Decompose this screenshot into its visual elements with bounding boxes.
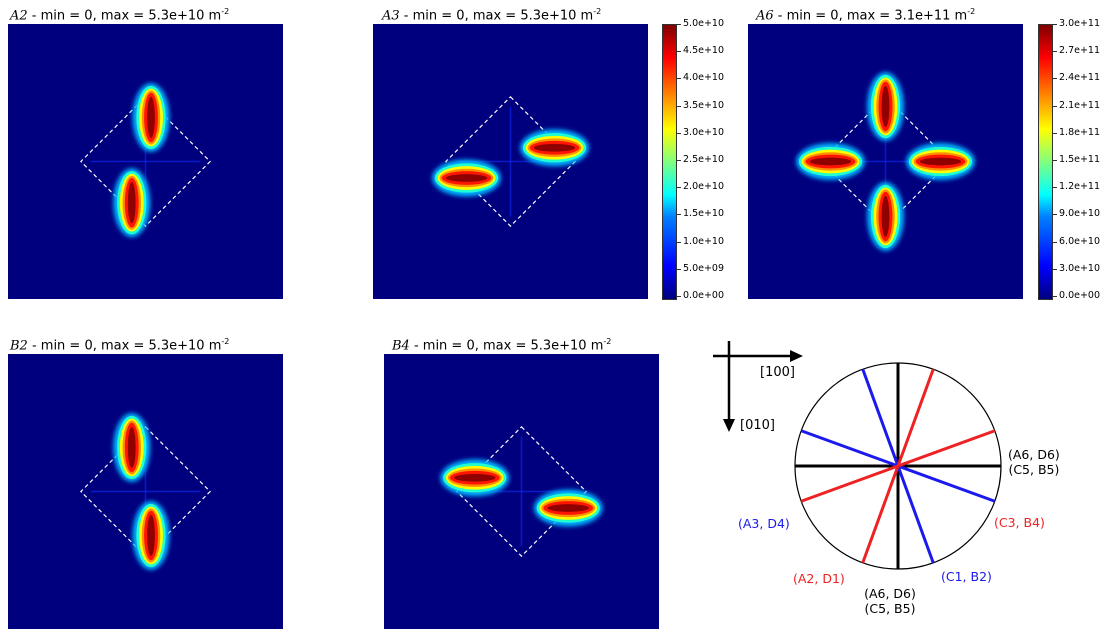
specimen-outline xyxy=(80,96,211,227)
heatmap-b2 xyxy=(8,354,283,629)
colorbar-tick-label: 2.1e+11 xyxy=(1052,99,1101,111)
heatmap-canvas xyxy=(80,83,211,238)
panel-title-text: - min = 0, max = 5.3e+10 m xyxy=(27,338,222,354)
hotspot xyxy=(132,83,170,152)
label-c3-b4: (C3, B4) xyxy=(994,515,1045,530)
colorbar-tick-label: 4.5e+10 xyxy=(676,45,725,57)
colorbar-tick-label: 6.0e+10 xyxy=(1052,235,1101,247)
colorbar-tick-label: 1.8e+11 xyxy=(1052,126,1101,138)
colorbar-a3: 5.0e+10 4.5e+10 4.0e+10 3.5e+10 3.0e+10 2.5e+… xyxy=(662,19,725,301)
hotspot xyxy=(867,182,904,251)
panel-label: A3 xyxy=(382,8,400,24)
hotspot xyxy=(796,143,865,180)
colorbar-tick-label: 3.0e+11 xyxy=(1052,18,1101,29)
colorbar-tick-label: 5.0e+09 xyxy=(676,262,725,274)
colorbar-tick-label: 2.7e+11 xyxy=(1052,45,1101,57)
colorbar-tick-label: 1.5e+11 xyxy=(1052,154,1101,165)
label-line: (C5, B5) xyxy=(864,601,916,616)
colorbar-tick-label: 9.0e+10 xyxy=(1052,208,1101,220)
heatmap-canvas xyxy=(796,72,975,251)
panel-title: B4 - min = 0, max = 5.3e+10 m-2 xyxy=(392,334,611,354)
y-axis-arrowhead xyxy=(723,419,735,432)
unit-exponent: -2 xyxy=(603,337,612,346)
label-line: (A6, D6) xyxy=(864,586,916,601)
colorbar-tick-label: 0.0e+00 xyxy=(676,290,725,301)
panel-title-text: - min = 0, max = 3.1e+11 m xyxy=(773,8,968,24)
colorbar-tick-label: 2.5e+10 xyxy=(676,154,725,165)
hotspot xyxy=(867,72,904,141)
heatmap-canvas xyxy=(432,96,589,227)
axis-label-x: [100] xyxy=(760,365,795,380)
panel-title-text: - min = 0, max = 5.3e+10 m xyxy=(399,8,594,24)
heatmap-a2 xyxy=(8,24,283,299)
label-bottom: (A6, D6) (C5, B5) xyxy=(845,586,935,616)
panel-label: A2 xyxy=(10,8,28,24)
colorbar-tick-label: 4.0e+10 xyxy=(676,72,725,84)
label-right: (A6, D6) (C5, B5) xyxy=(1008,447,1060,477)
unit-exponent: -2 xyxy=(593,7,602,16)
colorbar-tick-label: 0.0e+00 xyxy=(1052,290,1101,301)
label-a3-d4: (A3, D4) xyxy=(738,516,790,531)
panel-label: B4 xyxy=(392,338,410,354)
panel-title: B2 - min = 0, max = 5.3e+10 m-2 xyxy=(10,334,229,354)
heatmap-a6 xyxy=(748,24,1023,299)
colorbar-tick-label: 1.2e+11 xyxy=(1052,181,1101,193)
hotspot xyxy=(520,129,589,167)
colorbar-a6: 3.0e+11 2.7e+11 2.4e+11 2.1e+11 1.8e+11 1.5e+… xyxy=(1038,19,1108,301)
colorbar-gradient xyxy=(1038,24,1053,300)
axis-label-y: [010] xyxy=(740,418,775,433)
colorbar-tick-label: 3.0e+10 xyxy=(1052,262,1101,274)
hotspot xyxy=(432,159,501,197)
hotspot xyxy=(906,143,975,180)
panel-title: A3 - min = 0, max = 5.3e+10 m-2 xyxy=(382,4,601,24)
panel-title: A2 - min = 0, max = 5.3e+10 m-2 xyxy=(10,4,229,24)
label-a2-d1: (A2, D1) xyxy=(793,571,845,586)
hotspot xyxy=(113,168,151,238)
heatmap-b4 xyxy=(384,354,659,629)
panel-label: A6 xyxy=(756,8,774,24)
colorbar-tick-label: 2.4e+11 xyxy=(1052,72,1101,84)
panel-title: A6 - min = 0, max = 3.1e+11 m-2 xyxy=(756,4,975,24)
colorbar-gradient xyxy=(662,24,677,300)
colorbar-tick-label: 1.0e+10 xyxy=(676,235,725,247)
unit-exponent: -2 xyxy=(221,337,230,346)
panel-label: B2 xyxy=(10,338,28,354)
hotspot xyxy=(440,459,510,497)
hotspot xyxy=(533,489,603,527)
axis-arrows xyxy=(713,341,803,432)
hotspot xyxy=(113,413,151,482)
specimen-outline xyxy=(445,96,576,227)
heatmap-canvas xyxy=(80,413,211,570)
colorbar-tick-label: 2.0e+10 xyxy=(676,181,725,193)
hotspot xyxy=(132,501,170,570)
heatmap-a3 xyxy=(373,24,648,299)
slip-direction-wheel xyxy=(794,362,1002,570)
colorbar-tick-label: 3.0e+10 xyxy=(676,126,725,138)
unit-exponent: -2 xyxy=(967,7,976,16)
label-line: (C5, B5) xyxy=(1008,462,1060,477)
label-line: (A6, D6) xyxy=(1008,447,1060,462)
x-axis-arrowhead xyxy=(790,350,803,362)
unit-exponent: -2 xyxy=(221,7,230,16)
slip-line-red xyxy=(861,368,935,564)
heatmap-canvas xyxy=(440,426,603,557)
colorbar-tick-label: 1.5e+10 xyxy=(676,208,725,220)
colorbar-tick-label: 5.0e+10 xyxy=(676,18,725,29)
colorbar-tick-label: 3.5e+10 xyxy=(676,99,725,111)
panel-title-text: - min = 0, max = 5.3e+10 m xyxy=(27,8,222,24)
label-c1-b2: (C1, B2) xyxy=(941,569,992,584)
panel-title-text: - min = 0, max = 5.3e+10 m xyxy=(409,338,604,354)
